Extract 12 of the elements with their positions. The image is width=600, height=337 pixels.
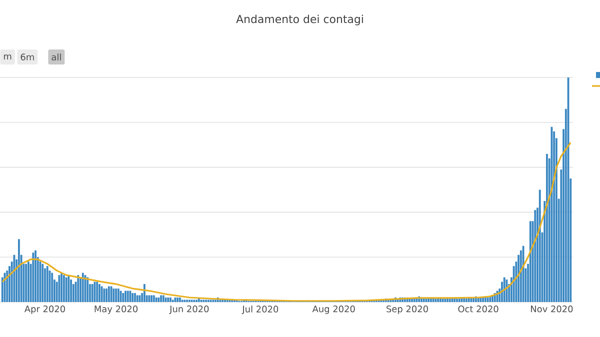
x-tick-label: Jun 2020 xyxy=(169,306,209,314)
x-tick-label: May 2020 xyxy=(94,306,138,314)
x-tick-label: Apr 2020 xyxy=(24,306,65,314)
text: 6m xyxy=(20,54,34,60)
x-tick-label: Jul 2020 xyxy=(242,306,278,314)
text: all xyxy=(52,54,61,60)
x-tick-label: Nov 2020 xyxy=(530,306,573,312)
text: m xyxy=(4,54,12,60)
x-tick-label: Sep 2020 xyxy=(386,306,428,314)
chart-title: Andamento dei contagi xyxy=(236,14,363,26)
x-tick-label: Oct 2020 xyxy=(458,306,498,312)
x-tick-label: Aug 2020 xyxy=(312,306,355,314)
